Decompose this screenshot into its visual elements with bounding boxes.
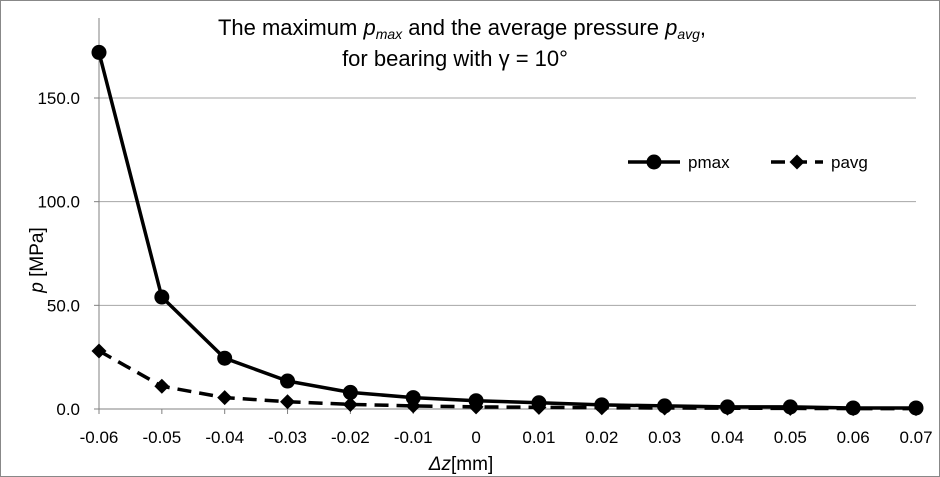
chart-title-line1: The maximum pmax and the average pressur… [218, 15, 706, 42]
x-tick-label: 0.03 [648, 428, 681, 447]
data-point-pavg [280, 394, 296, 410]
legend-marker-pavg [789, 154, 805, 170]
x-tick-label: 0.06 [837, 428, 870, 447]
x-axis-label: Δz[mm] [428, 454, 493, 475]
x-tick-label: 0.01 [522, 428, 555, 447]
data-point-pavg [908, 401, 924, 417]
series-pavg [91, 343, 924, 417]
x-tick-label: -0.03 [268, 428, 307, 447]
x-tick-label: 0 [471, 428, 480, 447]
data-point-pavg [594, 400, 610, 416]
data-point-pavg [217, 390, 233, 406]
data-point-pavg [405, 398, 421, 414]
gridlines [99, 97, 916, 306]
data-point-pavg [845, 401, 861, 417]
x-tick-label: -0.02 [331, 428, 370, 447]
y-tick-labels: 0.0 50.0 100.0 150.0 [37, 89, 80, 419]
x-tick-label: 0.04 [711, 428, 744, 447]
legend: pmax pavg [628, 153, 868, 172]
y-tick-label: 100.0 [37, 193, 80, 212]
legend-label-pavg: pavg [831, 153, 868, 172]
x-tick-labels: -0.06 -0.05 -0.04 -0.03 -0.02 -0.01 0 0.01 0.02 0… [80, 428, 933, 447]
x-tick-label: 0.05 [774, 428, 807, 447]
data-point-pavg [468, 399, 484, 415]
plot-area [91, 44, 924, 417]
data-point-pavg [719, 400, 735, 416]
data-point-pmax [342, 384, 358, 400]
series-line-pavg [98, 349, 916, 411]
data-point-pmax [405, 390, 421, 406]
x-tick-label: 0.02 [585, 428, 618, 447]
x-tick-label: 0.07 [899, 428, 932, 447]
legend-item-pavg: pavg [771, 153, 868, 172]
y-tick-label: 150.0 [37, 89, 80, 108]
x-tick-label: -0.01 [394, 428, 433, 447]
legend-marker-pmax [646, 154, 662, 170]
data-point-pmax [280, 373, 296, 389]
data-point-pavg [782, 400, 798, 416]
data-point-pmax [154, 289, 170, 305]
y-tick-label: 50.0 [47, 296, 80, 315]
data-point-pavg [657, 400, 673, 416]
y-tick-label: 0.0 [56, 400, 80, 419]
x-tick-label: -0.04 [205, 428, 244, 447]
x-tick-label: -0.06 [80, 428, 119, 447]
legend-item-pmax: pmax [628, 153, 730, 172]
data-point-pavg [342, 396, 358, 412]
data-point-pavg [531, 399, 547, 415]
data-point-pavg [91, 343, 107, 359]
y-axis-label: p [MPa] [27, 227, 48, 293]
chart-title-line2: for bearing with γ = 10° [342, 46, 568, 71]
data-point-pavg [154, 378, 170, 394]
x-tick-label: -0.05 [142, 428, 181, 447]
legend-label-pmax: pmax [688, 153, 730, 172]
data-point-pmax [217, 350, 233, 366]
data-point-pmax [91, 44, 107, 60]
